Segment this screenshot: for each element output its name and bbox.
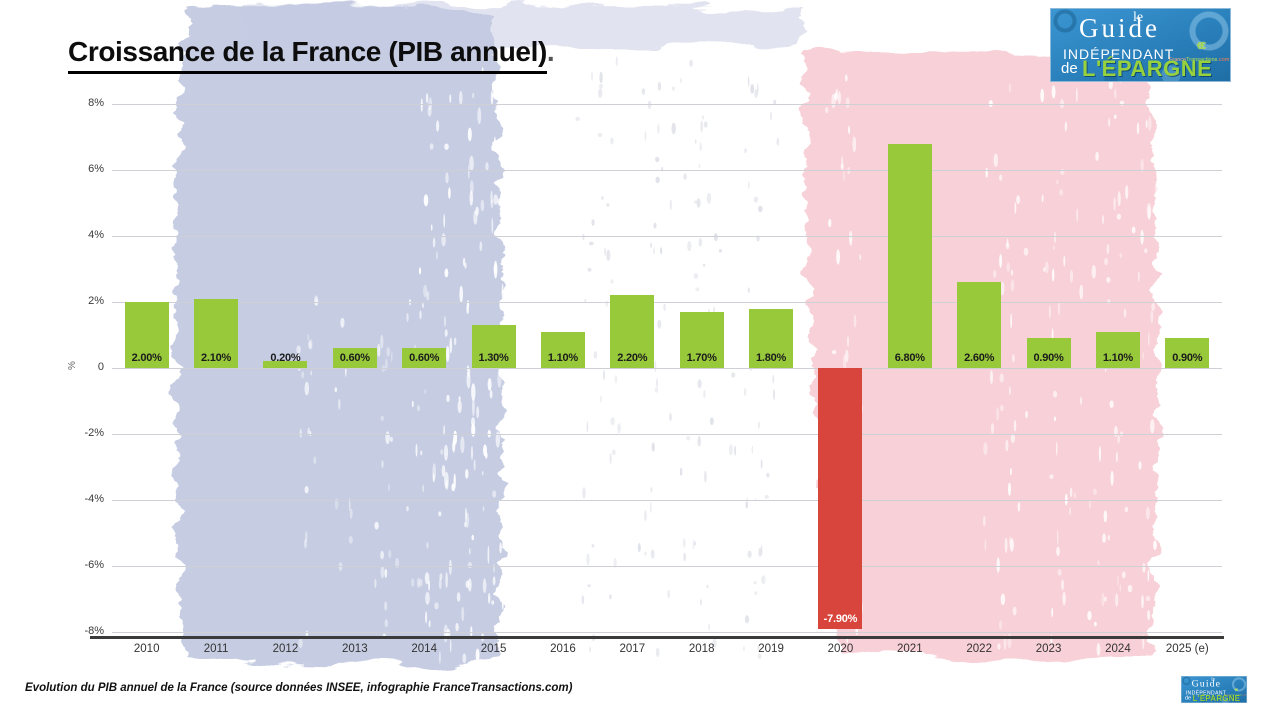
bar-value-label: 2.20% (617, 352, 648, 364)
page-title: Croissance de la France (PIB annuel). (68, 36, 555, 74)
bar-2014 (402, 348, 447, 368)
bar-value-label: 1.70% (686, 352, 717, 364)
source-caption: Evolution du PIB annuel de la France (so… (25, 682, 573, 694)
bar-value-label: 0.60% (339, 352, 370, 364)
bar-2012 (263, 361, 308, 368)
x-tick-label: 2024 (1105, 643, 1131, 655)
bar-2013 (332, 348, 377, 368)
bar-2018 (679, 311, 724, 368)
y-tick-label: 2% (88, 295, 104, 307)
x-tick-label: 2014 (411, 643, 437, 655)
x-tick-label: 2017 (619, 643, 646, 655)
bar-2017 (610, 295, 655, 368)
bar-2021 (887, 143, 932, 368)
y-tick-label: -8% (84, 625, 104, 637)
x-tick-label: 2025 (e) (1165, 643, 1209, 655)
gridline-4% (112, 235, 1222, 237)
x-tick-label: 2015 (480, 643, 507, 655)
logo-word-le: le (1133, 10, 1144, 25)
gridline-0 (112, 367, 1222, 369)
x-axis-line (90, 636, 1224, 639)
page-title-text: Croissance de la France (PIB annuel) (68, 36, 547, 74)
bar-value-label: 1.30% (478, 352, 509, 364)
bar-value-label: -7.90% (823, 612, 858, 625)
x-tick-label: 2023 (1035, 643, 1062, 655)
x-tick-label: 2011 (203, 643, 229, 655)
bar-2016 (540, 331, 585, 368)
bar-value-label: 2.00% (131, 352, 162, 364)
y-tick-label: 6% (88, 163, 104, 175)
guide-epargne-logo: le Guide INDÉPENDANT FranceTransactions.… (1050, 8, 1231, 82)
y-tick-label: -4% (84, 493, 104, 505)
y-tick-label: 8% (88, 97, 104, 109)
y-tick-label: 0 (97, 361, 104, 373)
x-tick-label: 2010 (133, 643, 160, 655)
bar-value-label: 0.60% (409, 352, 440, 364)
bar-2010 (124, 302, 169, 368)
y-tick-label: -6% (84, 559, 104, 571)
page-title-dot: . (546, 36, 555, 67)
x-tick-label: 2021 (897, 643, 923, 655)
gridline--2% (112, 433, 1222, 435)
euro-stack-icon: €€ (1234, 688, 1238, 693)
bar-2011 (194, 298, 239, 368)
bar-value-label: 2.10% (200, 352, 232, 364)
bar-2022 (957, 282, 1002, 368)
gridline-8% (112, 103, 1222, 105)
y-tick-label: 4% (88, 229, 104, 241)
x-tick-label: 2020 (827, 643, 854, 655)
bar-2023 (1026, 338, 1071, 368)
bar-2024 (1095, 331, 1140, 368)
bar-value-label: 1.80% (755, 352, 787, 364)
bar-2025 (e) (1165, 338, 1210, 368)
x-tick-label: 2018 (688, 643, 715, 655)
x-tick-label: 2013 (342, 643, 368, 655)
euro-stack-icon: €€ (1197, 41, 1206, 52)
y-axis-unit-label: % (66, 361, 78, 370)
bar-2019 (749, 308, 794, 368)
logo-word-de: de (1061, 60, 1078, 77)
gridline-2% (112, 301, 1222, 303)
x-tick-label: 2022 (966, 643, 992, 655)
logo-word-guide: Guide (1079, 13, 1160, 43)
logo-word-independant: INDÉPENDANT (1063, 46, 1175, 62)
bar-value-label: 6.80% (894, 352, 925, 364)
gridline-6% (112, 169, 1222, 171)
x-tick-label: 2019 (758, 643, 784, 655)
bar-value-label: 1.10% (547, 352, 579, 364)
bar-value-label: 2.60% (964, 352, 995, 364)
gridline--8% (112, 631, 1222, 633)
y-tick-label: -2% (84, 427, 104, 439)
bar-2020 (818, 368, 863, 629)
bar-value-label: 1.10% (1102, 352, 1134, 364)
bar-value-label: 0.20% (270, 352, 301, 364)
logo-brand-url: FranceTransactions.com (1169, 57, 1230, 63)
x-tick-label: 2012 (272, 643, 299, 655)
bar-2015 (471, 325, 516, 368)
gridline--6% (112, 565, 1222, 567)
gridline--4% (112, 499, 1222, 501)
logo-word-epargne: L'ÉPARGNE (1082, 56, 1213, 81)
bar-value-label: 0.90% (1172, 352, 1203, 364)
bar-value-label: 0.90% (1033, 352, 1064, 364)
guide-epargne-logo: le Guide INDÉPENDANT FranceTransactions.… (1181, 676, 1248, 704)
x-tick-label: 2016 (550, 643, 576, 655)
blue-brush-stroke (174, 2, 503, 664)
guide-epargne-logo-small: le Guide INDÉPENDANT FranceTransactions.… (1181, 676, 1248, 704)
